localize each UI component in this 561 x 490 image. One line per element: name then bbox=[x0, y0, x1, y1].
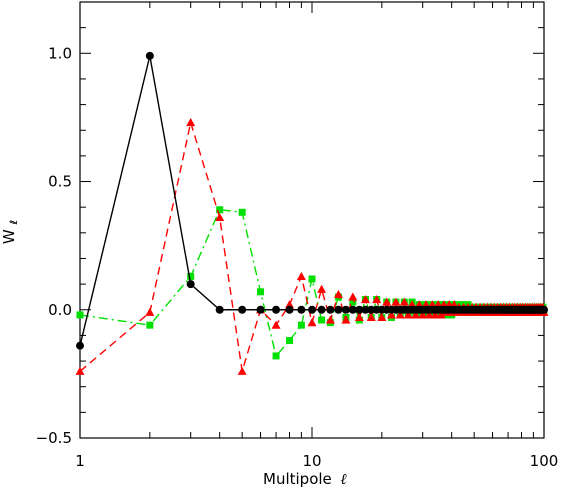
data-point bbox=[403, 310, 413, 319]
data-point bbox=[386, 310, 396, 319]
data-point bbox=[377, 312, 387, 322]
data-point bbox=[540, 305, 548, 314]
data-point bbox=[317, 305, 326, 314]
x-axis-title: Multipole ℓ bbox=[263, 470, 347, 488]
data-point bbox=[256, 305, 265, 314]
data-point bbox=[285, 305, 294, 314]
data-point bbox=[76, 311, 84, 319]
data-point bbox=[286, 337, 294, 345]
data-point bbox=[308, 275, 316, 283]
data-point bbox=[307, 318, 317, 327]
series-circle bbox=[76, 51, 548, 350]
data-point bbox=[216, 206, 224, 214]
axis-tick-labels: 1 10 100 1.0 0.5 0.0 −0.5 bbox=[36, 44, 559, 470]
data-point bbox=[257, 288, 265, 296]
data-point bbox=[317, 284, 327, 293]
data-point bbox=[372, 295, 382, 304]
data-point bbox=[354, 312, 364, 322]
x-tick-label: 1 bbox=[75, 452, 85, 470]
y-tick-label: 1.0 bbox=[48, 44, 72, 62]
y-axis-title: W ℓ bbox=[0, 220, 20, 245]
data-point bbox=[146, 321, 154, 329]
data-point bbox=[215, 305, 224, 314]
series-line bbox=[79, 55, 544, 346]
data-point bbox=[411, 310, 421, 319]
data-point bbox=[399, 297, 409, 306]
data-point bbox=[318, 316, 326, 324]
y-tick-label: 0.5 bbox=[48, 173, 72, 191]
y-axis-title-text: W bbox=[0, 229, 18, 244]
series-line bbox=[79, 208, 545, 358]
data-point bbox=[308, 305, 316, 314]
x-tick-label: 10 bbox=[302, 452, 321, 470]
data-point bbox=[145, 307, 155, 316]
data-point bbox=[326, 305, 335, 314]
data-point bbox=[297, 321, 305, 329]
data-point bbox=[361, 305, 370, 314]
data-point bbox=[355, 305, 364, 314]
x-axis-ell-symbol: ℓ bbox=[341, 470, 347, 488]
data-point bbox=[334, 305, 343, 314]
data-point bbox=[348, 305, 357, 314]
y-axis-ell-subscript: ℓ bbox=[9, 220, 20, 226]
x-axis-title-text: Multipole bbox=[263, 470, 332, 488]
y-tick-label: −0.5 bbox=[36, 429, 72, 447]
data-point bbox=[341, 305, 350, 314]
data-point bbox=[348, 292, 358, 301]
data-point bbox=[424, 310, 434, 319]
data-point bbox=[272, 352, 280, 360]
series-triangle bbox=[75, 118, 549, 375]
series-layer bbox=[75, 51, 549, 375]
data-point bbox=[430, 310, 440, 319]
data-point bbox=[418, 310, 428, 319]
data-point bbox=[395, 310, 405, 319]
data-point bbox=[271, 320, 281, 329]
plot-frame bbox=[79, 1, 545, 439]
data-point bbox=[186, 280, 195, 289]
data-point bbox=[145, 51, 154, 60]
data-point bbox=[285, 300, 295, 309]
data-point bbox=[238, 305, 247, 314]
data-point bbox=[325, 315, 335, 324]
data-point bbox=[382, 297, 392, 306]
data-point bbox=[215, 212, 225, 222]
data-point bbox=[76, 341, 84, 350]
data-point bbox=[349, 298, 357, 306]
axis-ticks bbox=[79, 1, 545, 439]
data-point bbox=[341, 315, 351, 324]
data-point bbox=[272, 305, 281, 314]
data-point bbox=[296, 271, 306, 281]
data-point bbox=[75, 366, 85, 375]
data-point bbox=[186, 118, 196, 127]
series-line bbox=[79, 119, 545, 372]
y-tick-label: 0.0 bbox=[48, 301, 72, 319]
data-point bbox=[333, 289, 343, 298]
x-tick-label: 100 bbox=[530, 452, 559, 470]
data-point bbox=[237, 366, 247, 375]
data-point bbox=[297, 305, 306, 314]
data-point bbox=[187, 272, 195, 280]
data-point bbox=[238, 208, 246, 216]
data-point bbox=[391, 297, 401, 306]
series-square bbox=[76, 206, 548, 360]
data-point bbox=[366, 312, 376, 322]
data-point bbox=[436, 310, 446, 319]
data-point bbox=[360, 295, 370, 304]
